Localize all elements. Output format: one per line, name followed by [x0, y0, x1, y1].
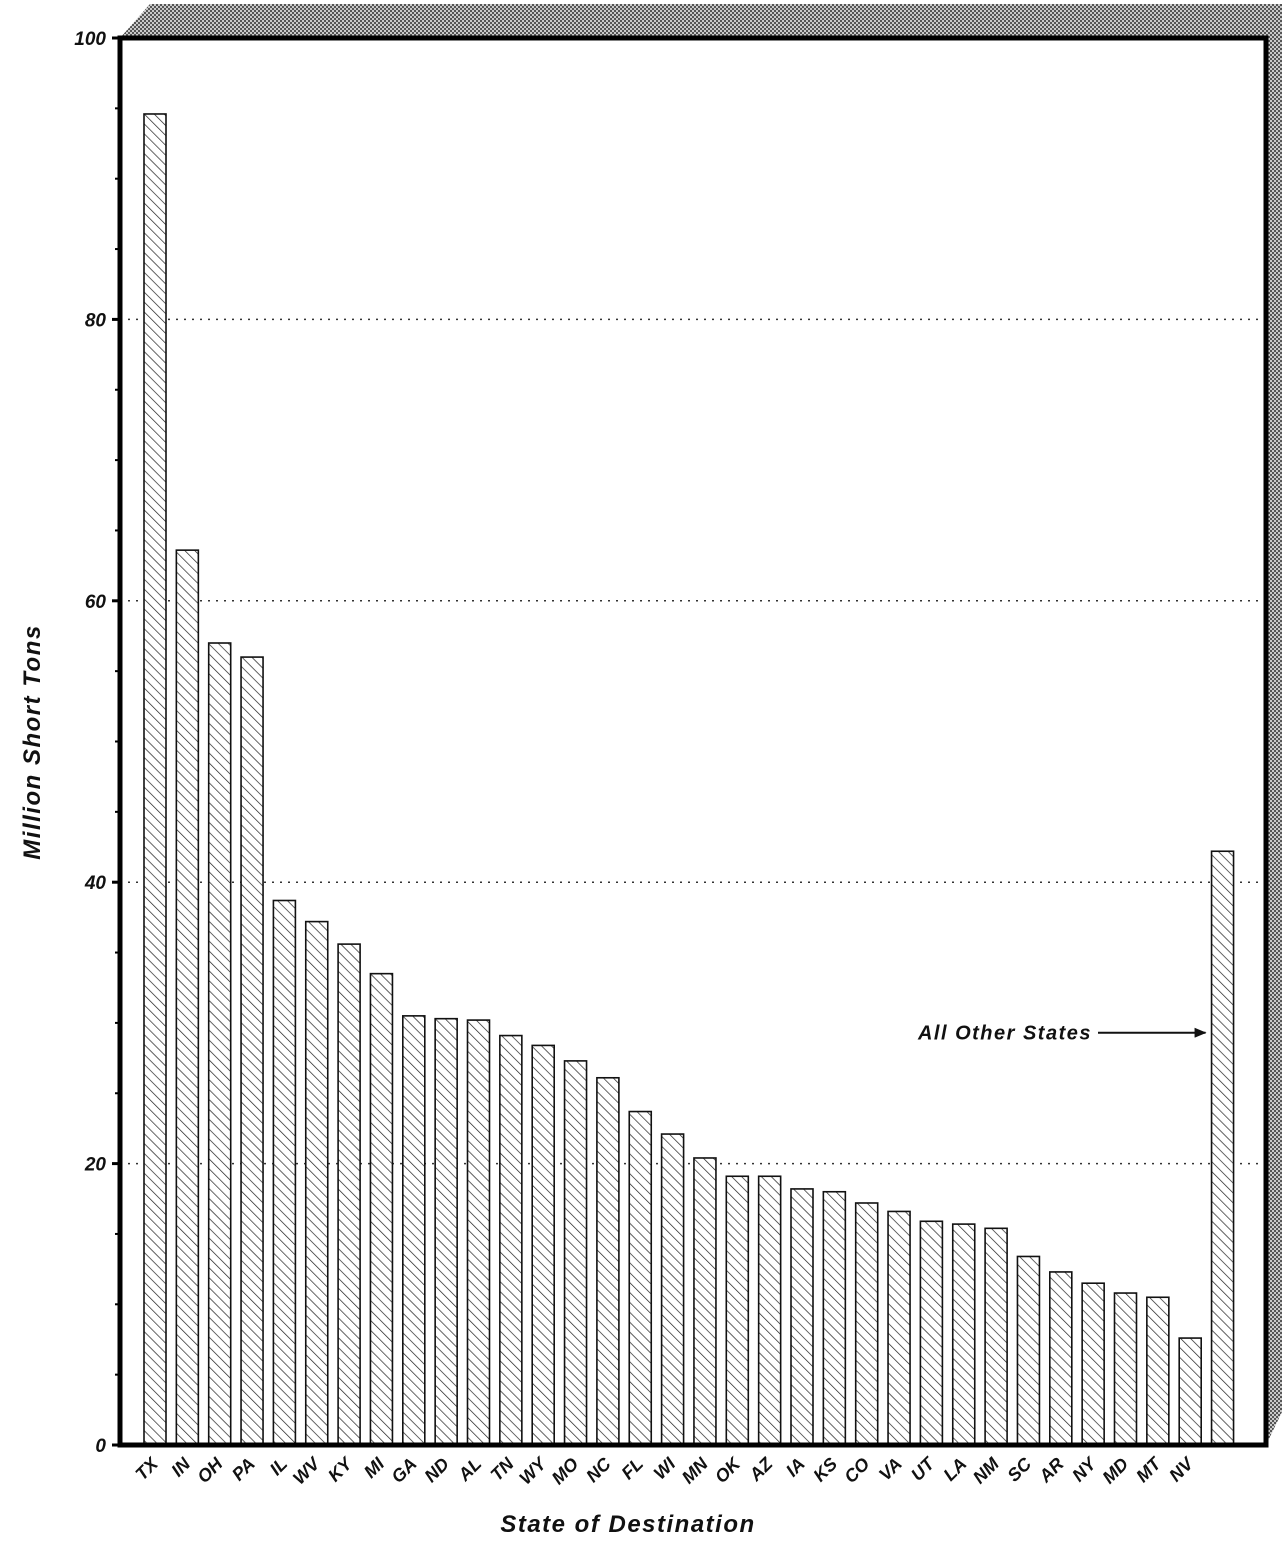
- x-tick-label-UT: UT: [907, 1452, 940, 1485]
- annotation-all-other-states: All Other States: [917, 1023, 1207, 1045]
- bar-AL: [466, 1019, 491, 1446]
- x-tick-label-AL: AL: [454, 1454, 486, 1486]
- bar-AR: [1049, 1271, 1073, 1446]
- bar-ND: [434, 1017, 458, 1446]
- y-tick-label-60: 60: [85, 592, 107, 613]
- x-tick-label-MI: MI: [360, 1453, 389, 1482]
- x-tick-label-NM: NM: [969, 1453, 1004, 1488]
- bar-NM: [984, 1227, 1008, 1446]
- y-tick-label-100: 100: [74, 29, 106, 50]
- bar-SC: [1016, 1255, 1041, 1446]
- bar-WI: [660, 1133, 685, 1446]
- x-tick-label-MT: MT: [1132, 1452, 1166, 1486]
- bar-OK: [725, 1175, 750, 1446]
- x-tick-label-IN: IN: [167, 1453, 195, 1481]
- bar-LA: [951, 1223, 976, 1446]
- bar-TX: [143, 113, 167, 1446]
- bar-IN: [175, 549, 200, 1446]
- bar-AZ: [757, 1175, 782, 1446]
- x-tick-label-GA: GA: [387, 1454, 420, 1487]
- x-tick-label-IL: IL: [266, 1454, 291, 1479]
- bar-PA: [240, 656, 264, 1446]
- x-tick-label-NC: NC: [582, 1453, 615, 1486]
- bar-NV: [1178, 1337, 1202, 1446]
- bar-all-other-states: [1210, 850, 1235, 1446]
- annotation-label: All Other States: [917, 1023, 1092, 1045]
- bar-MN: [693, 1157, 717, 1446]
- x-tick-label-OK: OK: [711, 1452, 746, 1487]
- bar-WV: [304, 920, 329, 1446]
- x-tick-label-MO: MO: [548, 1454, 583, 1489]
- y-tick-label-80: 80: [85, 310, 107, 331]
- y-axis-title: Million Short Tons: [19, 624, 46, 859]
- x-tick-label-LA: LA: [939, 1454, 970, 1485]
- x-tick-label-WY: WY: [515, 1452, 551, 1488]
- bar-GA: [401, 1015, 426, 1446]
- bar-KY: [337, 943, 361, 1446]
- x-tick-label-KY: KY: [324, 1452, 357, 1485]
- bar-OH: [207, 642, 232, 1446]
- x-tick-label-SC: SC: [1003, 1453, 1036, 1486]
- bar-NC: [596, 1076, 620, 1446]
- x-tick-label-ND: ND: [420, 1454, 453, 1487]
- x-tick-label-PA: PA: [228, 1454, 259, 1485]
- x-tick-label-TN: TN: [487, 1453, 519, 1485]
- x-tick-label-NV: NV: [1165, 1452, 1198, 1485]
- bar-NY: [1081, 1282, 1105, 1446]
- x-tick-label-NY: NY: [1068, 1452, 1101, 1485]
- x-tick-label-AR: AR: [1034, 1454, 1067, 1487]
- bar-CO: [854, 1202, 879, 1446]
- bar-MO: [563, 1060, 588, 1446]
- bar-MI: [369, 972, 394, 1446]
- y-tick-label-40: 40: [84, 873, 107, 894]
- bar-IA: [790, 1188, 814, 1446]
- x-tick-label-TX: TX: [131, 1453, 162, 1484]
- bar-VA: [887, 1210, 911, 1446]
- x-tick-label-OH: OH: [193, 1453, 227, 1487]
- bar-MD: [1113, 1292, 1138, 1446]
- y-axis: 0 20 40 60 80 100: [74, 29, 120, 1457]
- bar-FL: [628, 1110, 653, 1446]
- x-tick-label-AZ: AZ: [745, 1453, 778, 1486]
- x-tick-label-CO: CO: [840, 1454, 873, 1487]
- x-axis-title: State of Destination: [500, 1511, 755, 1538]
- x-tick-label-MN: MN: [678, 1453, 713, 1488]
- bar-WY: [531, 1044, 556, 1446]
- bar-IL: [272, 899, 297, 1446]
- bar-KS: [822, 1190, 847, 1446]
- bar-TN: [499, 1034, 523, 1446]
- bars: [143, 113, 1235, 1446]
- x-tick-label-WV: WV: [289, 1452, 325, 1488]
- y-tick-label-0: 0: [95, 1436, 106, 1457]
- x-tick-label-KS: KS: [809, 1454, 841, 1486]
- x-tick-label-MD: MD: [1098, 1454, 1132, 1488]
- bar-MT: [1146, 1296, 1170, 1446]
- x-tick-label-FL: FL: [617, 1454, 647, 1484]
- bar-UT: [919, 1220, 944, 1446]
- x-tick-label-VA: VA: [875, 1454, 906, 1485]
- x-tick-label-IA: IA: [782, 1454, 809, 1481]
- x-tick-label-WI: WI: [650, 1453, 680, 1483]
- y-tick-label-20: 20: [84, 1155, 107, 1176]
